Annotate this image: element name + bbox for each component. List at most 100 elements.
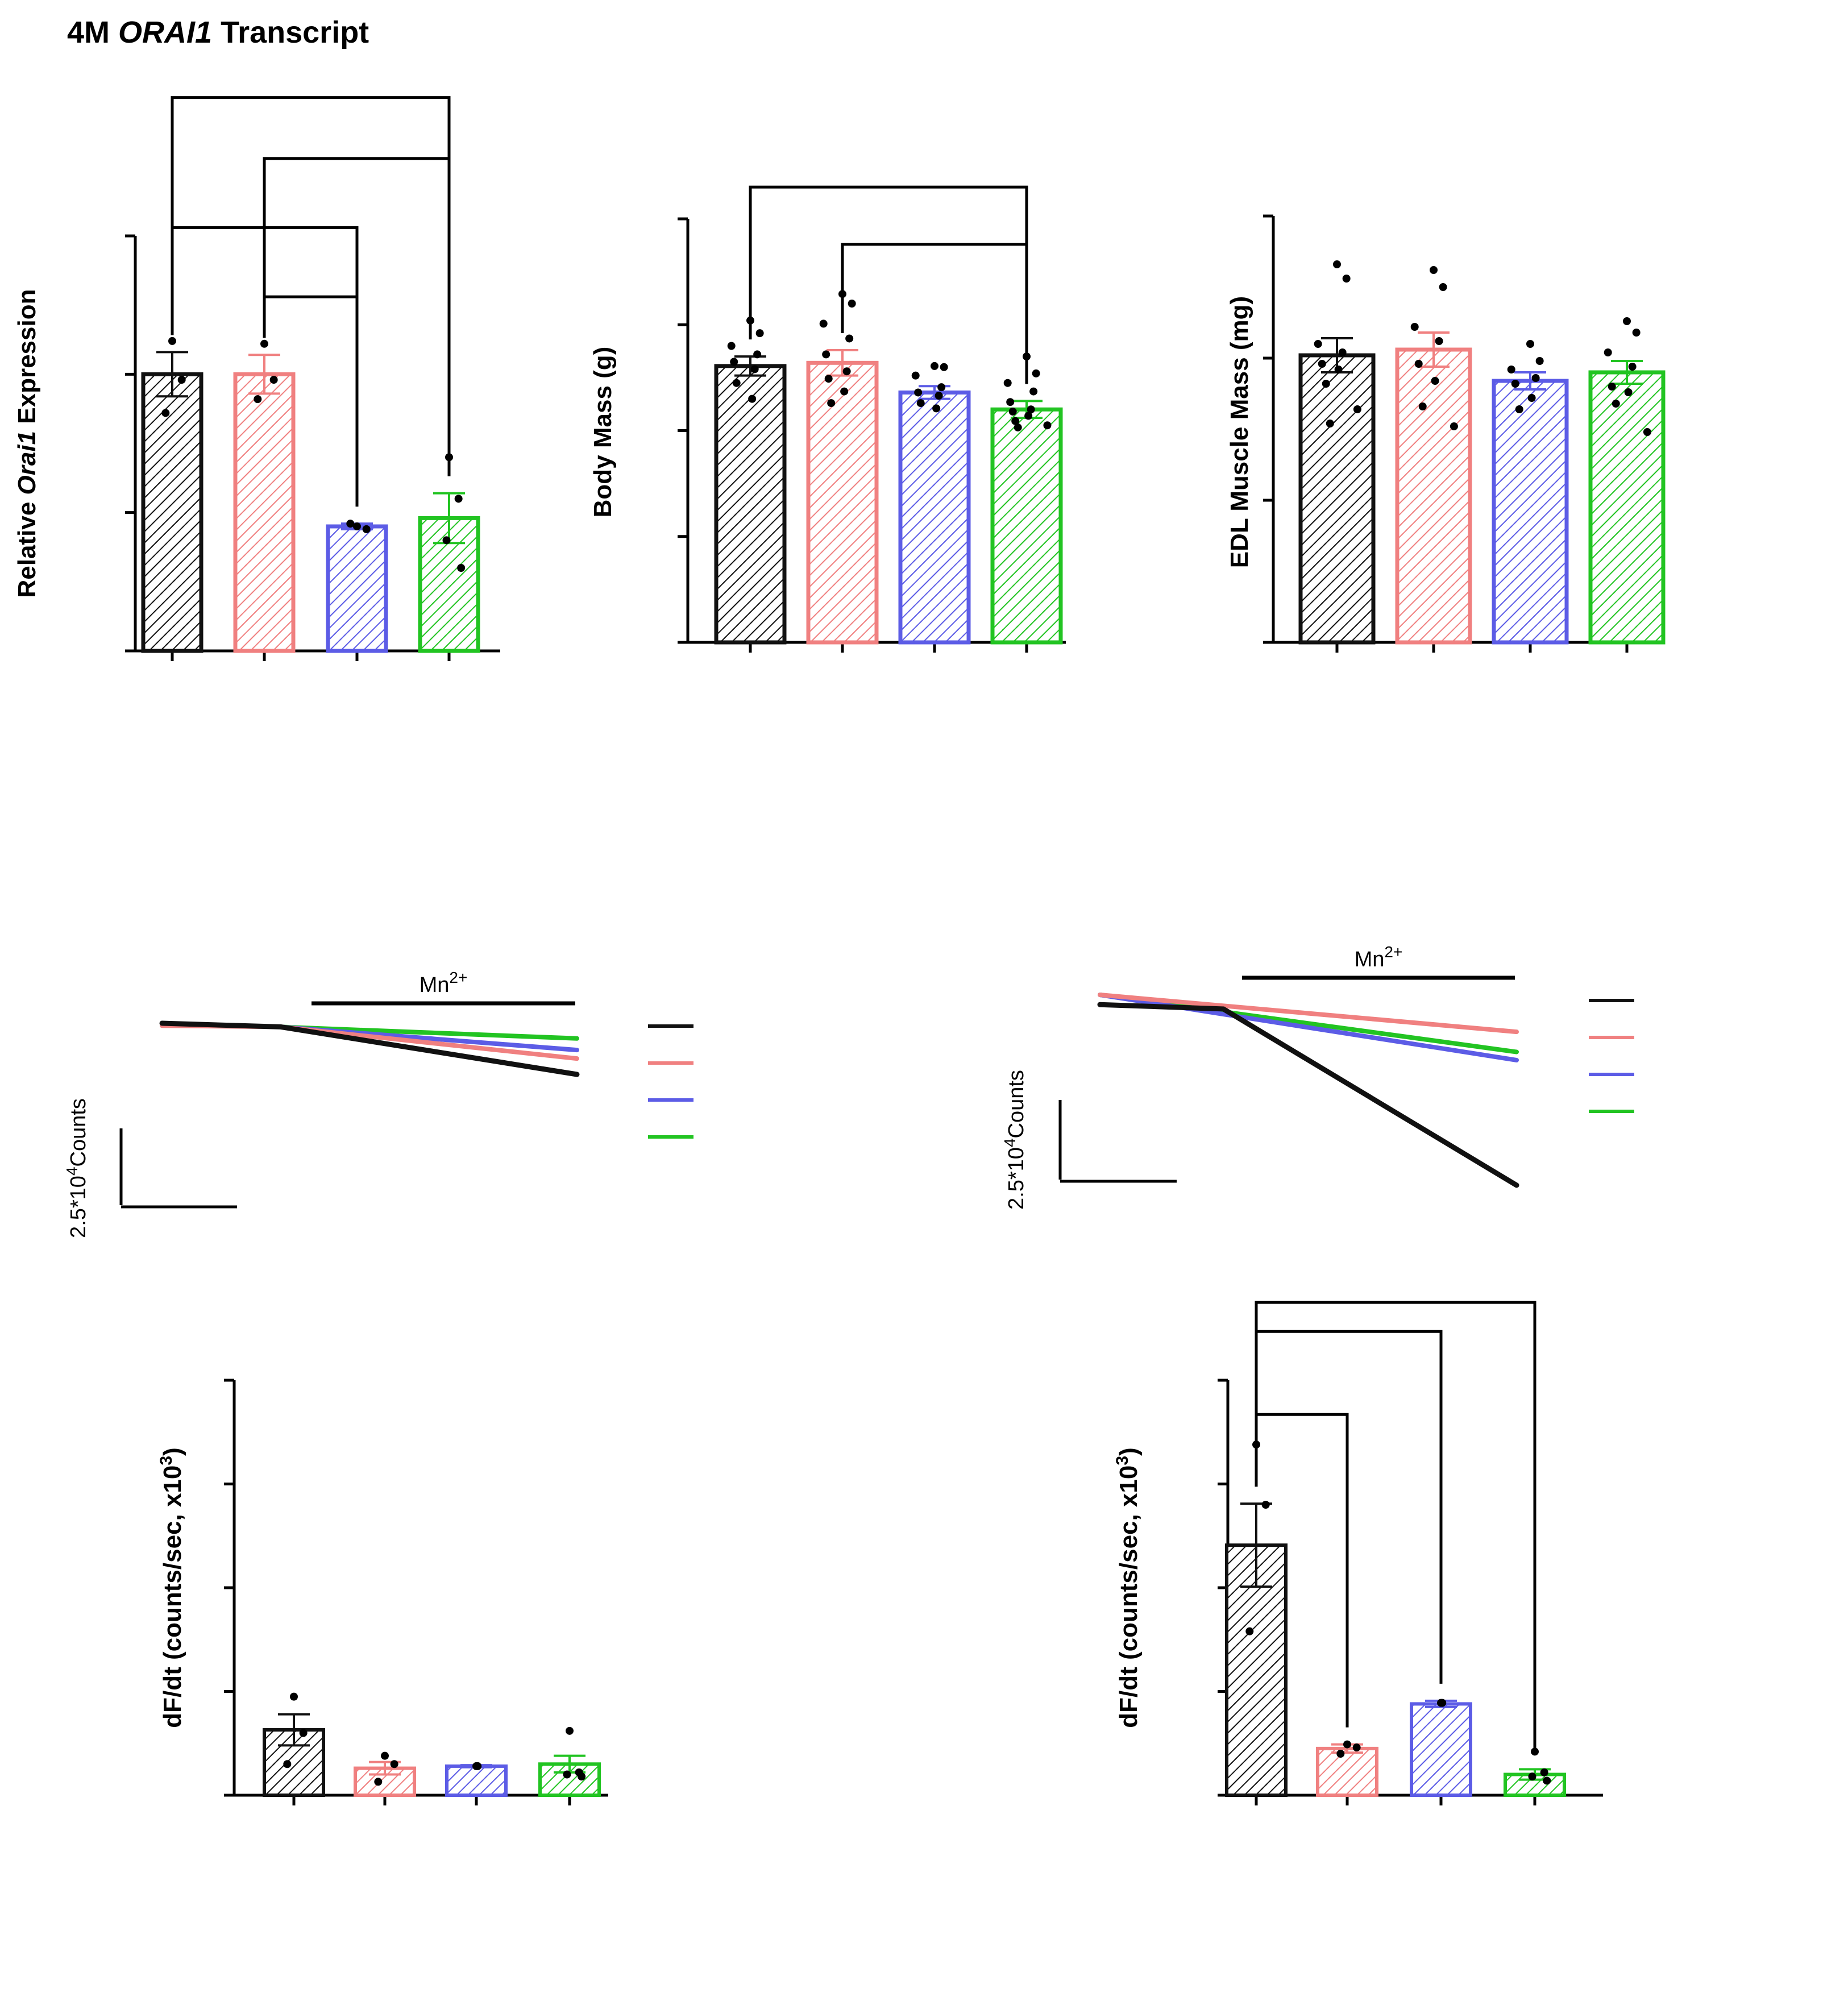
data-point bbox=[1632, 329, 1641, 337]
significance-bracket bbox=[1255, 1413, 1349, 1728]
data-point bbox=[1245, 1627, 1254, 1635]
trace-line-cfl/+ bbox=[1097, 1002, 1519, 1188]
bar-cORAI1-KO/+ bbox=[1410, 1702, 1472, 1797]
data-point bbox=[1011, 417, 1020, 425]
data-point bbox=[935, 392, 943, 400]
data-point bbox=[578, 1772, 586, 1781]
bar-cfl/GS bbox=[1395, 347, 1472, 645]
data-point bbox=[474, 1762, 482, 1770]
bar-cfl/GS bbox=[233, 372, 296, 653]
significance-bracket bbox=[1255, 1301, 1536, 1753]
data-point bbox=[381, 1751, 389, 1760]
data-point bbox=[269, 376, 278, 384]
data-point bbox=[1431, 377, 1439, 385]
y-axis-label: Relative Orai1 Expression bbox=[13, 289, 41, 598]
significance-bracket bbox=[263, 157, 451, 476]
data-point bbox=[566, 1726, 574, 1735]
significance-bracket bbox=[263, 295, 359, 507]
data-point bbox=[845, 334, 854, 343]
data-point bbox=[1531, 374, 1540, 382]
data-point bbox=[346, 520, 355, 528]
data-point bbox=[1006, 398, 1015, 406]
data-point bbox=[1024, 412, 1033, 420]
significance-bracket bbox=[841, 243, 1028, 384]
data-point bbox=[1338, 348, 1347, 356]
data-point bbox=[1008, 407, 1017, 416]
data-point bbox=[753, 350, 762, 359]
data-point bbox=[750, 365, 759, 373]
data-point bbox=[454, 495, 463, 503]
data-point bbox=[1435, 337, 1443, 345]
data-point bbox=[1032, 369, 1040, 377]
data-point bbox=[1623, 317, 1631, 325]
data-point bbox=[932, 404, 941, 413]
significance-bracket bbox=[749, 185, 1028, 384]
data-point bbox=[457, 564, 466, 572]
data-point bbox=[748, 395, 757, 403]
data-point bbox=[1352, 1743, 1361, 1752]
data-point bbox=[1333, 260, 1341, 268]
data-point bbox=[1027, 405, 1035, 414]
data-point bbox=[1430, 266, 1438, 274]
data-point bbox=[1261, 1501, 1270, 1509]
data-point bbox=[1535, 357, 1544, 365]
data-point bbox=[916, 399, 925, 408]
chart-E-bar: dF/dt (counts/sec, x103) bbox=[1113, 1301, 1603, 1805]
data-point bbox=[1410, 323, 1419, 331]
mn-label: Mn2+ bbox=[420, 969, 468, 997]
data-point bbox=[822, 350, 830, 359]
data-point bbox=[390, 1760, 398, 1768]
trace-line-cfl/+ bbox=[159, 1020, 580, 1077]
data-point bbox=[819, 319, 828, 328]
chart-A: Relative Orai1 Expression 4M ORAI1 Transc… bbox=[13, 15, 500, 661]
data-point bbox=[442, 536, 451, 545]
data-point bbox=[1318, 360, 1326, 368]
data-point bbox=[1418, 402, 1427, 410]
data-point bbox=[1543, 1776, 1551, 1785]
y-axis-label: dF/dt (counts/sec, x103) bbox=[157, 1447, 186, 1728]
data-point bbox=[283, 1760, 292, 1768]
data-point bbox=[353, 522, 361, 530]
data-point bbox=[1314, 340, 1322, 348]
bar-cORAI1-KO/+ bbox=[1492, 379, 1569, 645]
data-point bbox=[827, 399, 836, 408]
data-point bbox=[563, 1770, 571, 1779]
bar-cfl/+ bbox=[1298, 353, 1376, 645]
y-axis-label: EDL Muscle Mass (mg) bbox=[1226, 296, 1253, 568]
data-point bbox=[1414, 360, 1423, 368]
data-point bbox=[1608, 383, 1616, 391]
data-point bbox=[1511, 380, 1519, 388]
data-point bbox=[1334, 366, 1343, 373]
data-point bbox=[848, 300, 856, 308]
y-axis-label: dF/dt (counts/sec, x103) bbox=[1113, 1447, 1143, 1728]
data-point bbox=[1450, 422, 1458, 430]
data-point bbox=[1515, 405, 1523, 413]
data-point bbox=[1526, 340, 1534, 348]
data-point bbox=[1528, 1772, 1536, 1781]
bar-cORAI1-KO/GS bbox=[990, 407, 1063, 645]
bar-cfl/+ bbox=[141, 372, 204, 653]
bar-cORAI1-KO/+ bbox=[445, 1764, 508, 1797]
data-point bbox=[1604, 348, 1612, 356]
data-point bbox=[1438, 1699, 1447, 1707]
mn-label: Mn2+ bbox=[1355, 943, 1403, 972]
data-point bbox=[177, 376, 186, 384]
data-point bbox=[824, 375, 833, 383]
data-point bbox=[840, 387, 849, 396]
data-point bbox=[1643, 428, 1651, 436]
significance-bracket bbox=[1255, 1330, 1443, 1684]
chart-B: Body Mass (g) bbox=[589, 185, 1066, 653]
data-point bbox=[1342, 275, 1351, 283]
data-point bbox=[1540, 1768, 1548, 1776]
significance-bracket bbox=[171, 96, 451, 476]
data-point bbox=[732, 379, 741, 387]
data-point bbox=[1322, 380, 1330, 388]
data-point bbox=[1336, 1750, 1345, 1758]
chart-E-trace: Mn2+ 2.5*104Counts bbox=[1001, 943, 1634, 1210]
scale-y-label: 2.5*104Counts bbox=[1001, 1070, 1028, 1210]
data-point bbox=[940, 363, 948, 371]
data-point bbox=[1343, 1740, 1351, 1749]
data-point bbox=[727, 342, 736, 350]
chart-C: EDL Muscle Mass (mg) bbox=[1226, 214, 1666, 653]
bar-cORAI1-KO/+ bbox=[898, 390, 971, 645]
